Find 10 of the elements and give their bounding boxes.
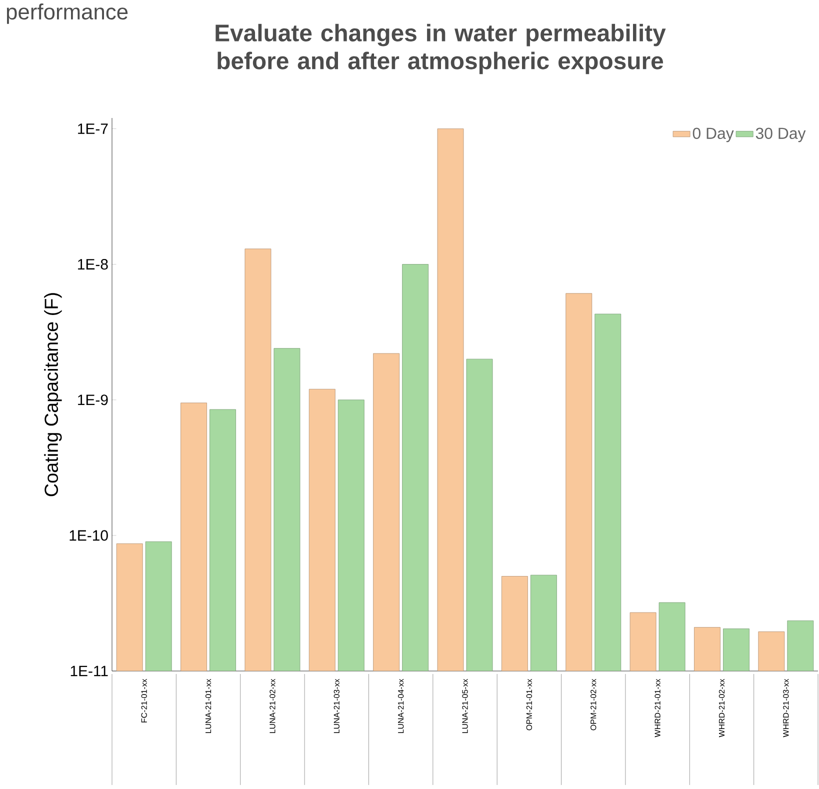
text: performance [6, 4, 128, 24]
chart-title: Evaluate changes in water permeability before and after atmospheric exposure [216, 24, 666, 74]
y-tick-label: 1E-11 [70, 666, 108, 676]
y-axis-title: Coating Capacitance (F) [44, 293, 62, 496]
legend-label: 30 Day [756, 128, 806, 142]
y-tick-label: 1E-7 [78, 124, 108, 134]
y-tick-label: 1E-8 [78, 259, 108, 270]
legend-label: 0 Day [692, 128, 734, 142]
y-tick-label: 1E-10 [70, 530, 108, 541]
y-tick-label: 1E-9 [78, 394, 108, 406]
